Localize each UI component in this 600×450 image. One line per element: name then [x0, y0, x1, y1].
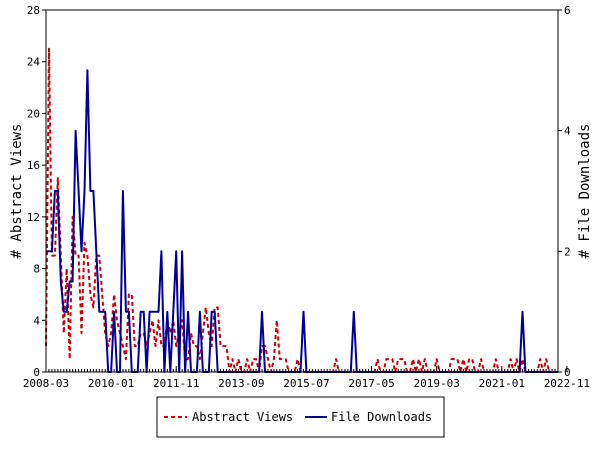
y-axis-title-left: # Abstract Views — [9, 124, 25, 259]
y-tick-label-right: 0 — [564, 366, 571, 379]
y-tick-label-left: 28 — [27, 4, 40, 17]
x-tick-label: 2015-07 — [283, 377, 329, 390]
y-tick-label-left: 0 — [33, 366, 40, 379]
y-tick-label-right: 6 — [564, 4, 571, 17]
series-line-abstract-views — [45, 47, 558, 373]
x-tick-label: 2008-03 — [23, 377, 69, 390]
series-line-file-downloads — [46, 69, 558, 373]
legend: Abstract Views File Downloads — [156, 396, 445, 438]
legend-label-file-downloads: File Downloads — [331, 410, 432, 424]
y-tick-label-left: 20 — [27, 107, 40, 120]
legend-label-abstract-views: Abstract Views — [192, 410, 293, 424]
y-tick-label-left: 4 — [33, 314, 40, 327]
y-tick-label-right: 4 — [564, 125, 571, 138]
y-tick-label-left: 12 — [27, 211, 40, 224]
x-tick-label: 2022-11 — [544, 377, 590, 390]
legend-box — [156, 396, 445, 438]
x-tick-label: 2019-03 — [413, 377, 459, 390]
x-tick-label: 2013-09 — [218, 377, 264, 390]
x-tick-label: 2021-01 — [479, 377, 525, 390]
y-tick-label-left: 24 — [27, 56, 41, 69]
x-tick-label: 2011-11 — [153, 377, 199, 390]
y-tick-label-left: 8 — [33, 263, 40, 276]
x-tick-label: 2017-05 — [348, 377, 394, 390]
y-tick-label-right: 2 — [564, 245, 571, 258]
x-tick-label: 2010-01 — [88, 377, 134, 390]
plot-frame — [45, 9, 559, 373]
y-axis-title-right: # File Downloads — [577, 124, 593, 259]
y-tick-label-left: 16 — [27, 159, 40, 172]
series-layer — [45, 47, 558, 373]
